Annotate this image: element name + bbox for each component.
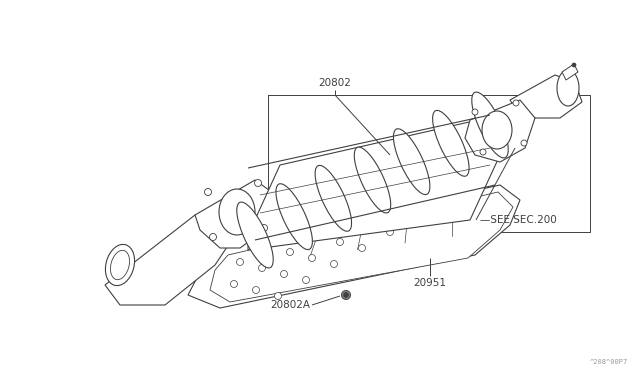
Polygon shape — [510, 75, 582, 118]
Ellipse shape — [355, 147, 391, 213]
Ellipse shape — [480, 149, 486, 155]
Ellipse shape — [275, 292, 282, 299]
Ellipse shape — [387, 228, 394, 235]
Ellipse shape — [557, 70, 579, 106]
Ellipse shape — [230, 280, 237, 288]
Ellipse shape — [205, 189, 211, 196]
Ellipse shape — [303, 276, 310, 283]
Ellipse shape — [420, 190, 428, 198]
Ellipse shape — [342, 291, 351, 299]
Ellipse shape — [280, 270, 287, 278]
Ellipse shape — [371, 201, 378, 208]
Ellipse shape — [259, 264, 266, 272]
Ellipse shape — [219, 189, 255, 235]
Ellipse shape — [415, 212, 422, 219]
Ellipse shape — [513, 100, 519, 106]
Ellipse shape — [337, 238, 344, 246]
Ellipse shape — [482, 111, 512, 149]
Ellipse shape — [472, 109, 478, 115]
Polygon shape — [465, 100, 535, 162]
Ellipse shape — [344, 292, 349, 298]
Ellipse shape — [315, 166, 351, 231]
Ellipse shape — [394, 129, 430, 195]
Ellipse shape — [399, 185, 406, 192]
Ellipse shape — [365, 222, 371, 230]
Text: 20802A: 20802A — [270, 300, 310, 310]
Ellipse shape — [342, 217, 349, 224]
Ellipse shape — [392, 206, 399, 214]
Ellipse shape — [521, 140, 527, 146]
Ellipse shape — [253, 286, 259, 294]
Text: —SEE SEC.200: —SEE SEC.200 — [480, 215, 557, 225]
Ellipse shape — [209, 234, 216, 241]
Ellipse shape — [292, 227, 300, 234]
Ellipse shape — [572, 63, 576, 67]
Ellipse shape — [237, 259, 243, 266]
Ellipse shape — [308, 254, 316, 262]
Ellipse shape — [349, 195, 355, 202]
Ellipse shape — [358, 244, 365, 251]
Polygon shape — [105, 215, 235, 305]
Ellipse shape — [330, 260, 337, 267]
Polygon shape — [195, 180, 280, 248]
Ellipse shape — [287, 248, 294, 256]
Ellipse shape — [260, 224, 268, 231]
Polygon shape — [188, 185, 520, 308]
Ellipse shape — [442, 196, 449, 203]
Ellipse shape — [106, 244, 134, 286]
Ellipse shape — [264, 243, 271, 250]
Text: 20802: 20802 — [319, 78, 351, 88]
Ellipse shape — [321, 211, 328, 218]
Text: ^208^00P7: ^208^00P7 — [589, 359, 628, 365]
Ellipse shape — [111, 250, 129, 280]
Polygon shape — [562, 64, 578, 80]
Ellipse shape — [314, 232, 321, 240]
Text: 20951: 20951 — [413, 278, 447, 288]
Ellipse shape — [276, 184, 312, 250]
Polygon shape — [210, 192, 513, 302]
Polygon shape — [248, 115, 500, 250]
Ellipse shape — [433, 110, 469, 176]
Ellipse shape — [255, 180, 262, 186]
Ellipse shape — [237, 202, 273, 268]
Ellipse shape — [472, 92, 508, 158]
